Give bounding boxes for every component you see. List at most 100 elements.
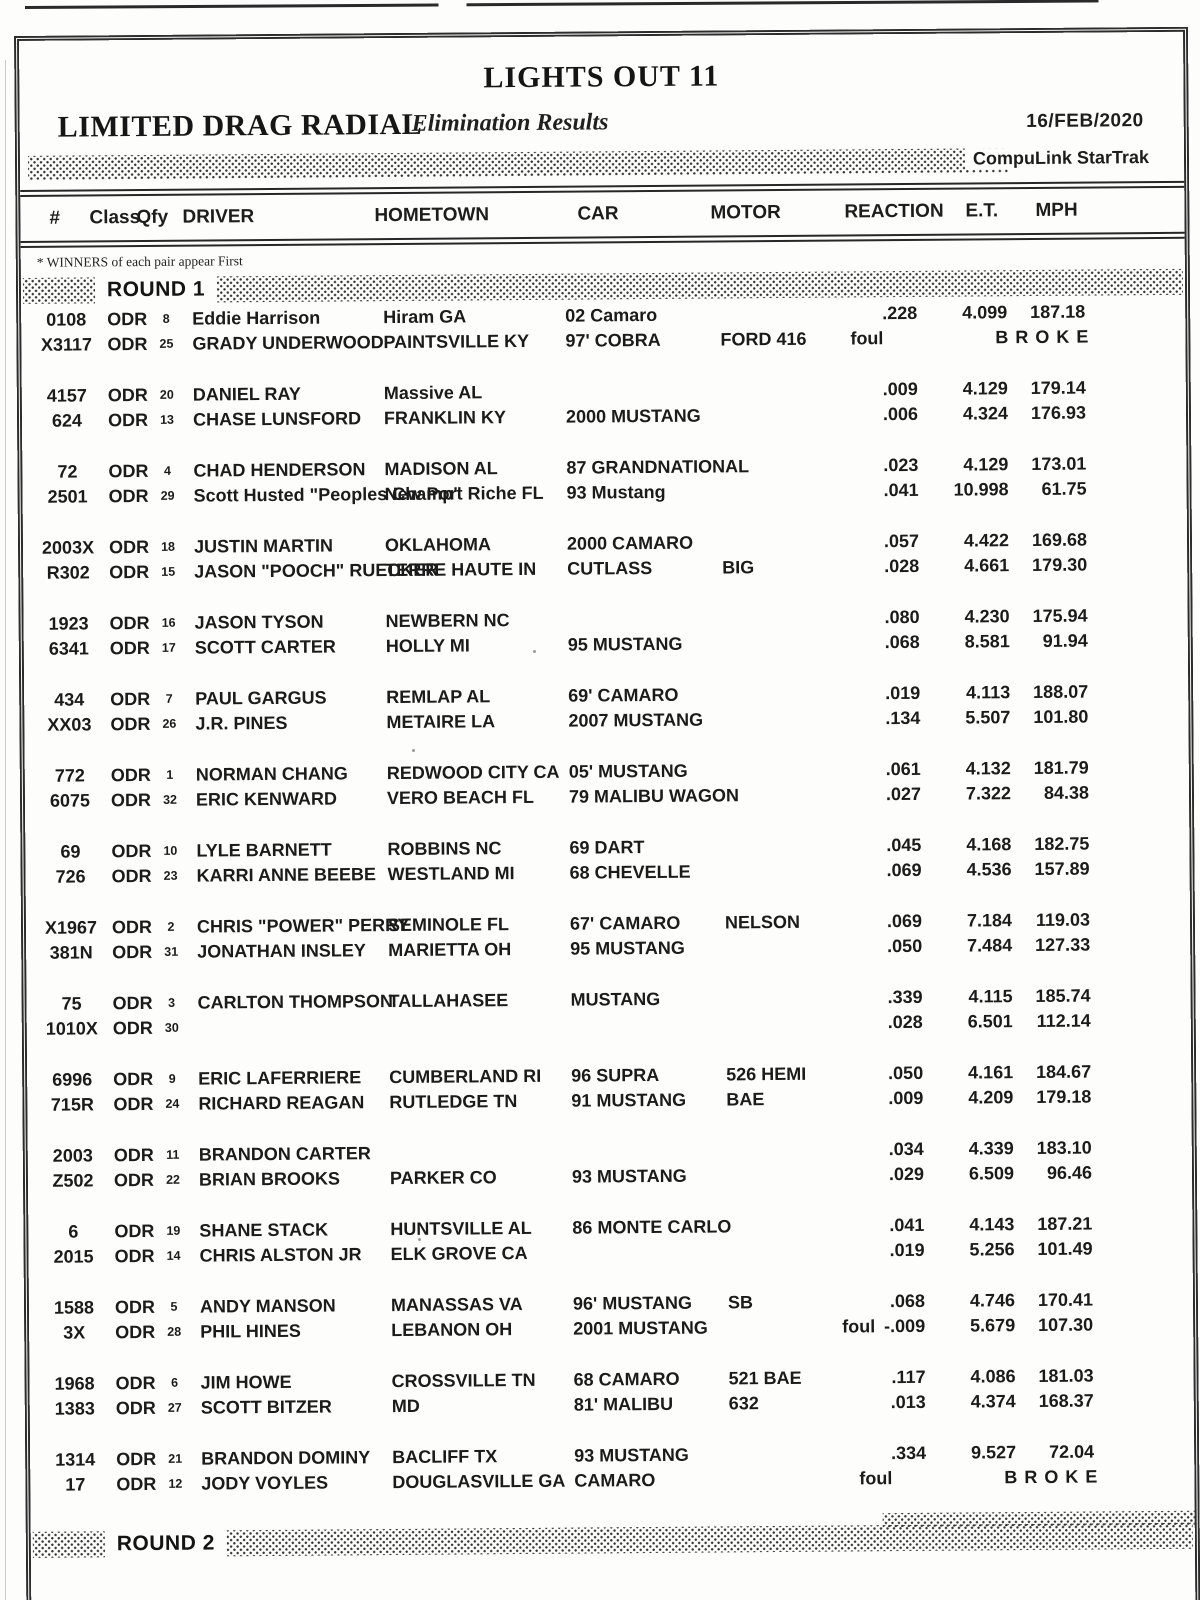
cell-num: 1588 — [53, 1297, 95, 1318]
cell-car: 93 MUSTANG — [571, 1165, 687, 1187]
cell-motor: BIG — [722, 557, 755, 578]
pair-block: 1588 ODR 5 ANDY MANSON MANASSAS VA 96' MUSTAN… — [39, 1287, 1193, 1346]
cell-mph: 84.38 — [1043, 782, 1090, 803]
cell-qfy: 29 — [160, 488, 175, 503]
cell-car: 96' MUSTANG — [572, 1292, 693, 1314]
cell-car: 93 MUSTANG — [574, 1444, 689, 1466]
cell-num: 2003X — [41, 537, 95, 558]
pair-block: 75 ODR 3 CARLTON THOMPSON TALLAHASEE MUSTANG.… — [37, 983, 1191, 1042]
results-rows: 0108 ODR 8 Eddie Harrison Hiram GA 02 Camaro.… — [21, 299, 1194, 1498]
col-header-num: # — [49, 207, 61, 229]
cell-qfy: 7 — [165, 691, 173, 706]
col-header-car: CAR — [577, 203, 619, 225]
cell-hometown: REDWOOD CITY CA — [386, 761, 560, 784]
cell-car: 81' MALIBU — [573, 1393, 674, 1415]
cell-mph: 183.10 — [1036, 1137, 1092, 1159]
cell-mph: 157.89 — [1034, 858, 1090, 880]
cell-cls: ODR — [111, 865, 152, 887]
cell-driver: JIM HOWE — [200, 1371, 292, 1393]
table-header: # Class Qfy DRIVER HOMETOWN CAR MOTOR RE… — [20, 180, 1185, 248]
cell-cls: ODR — [113, 1068, 154, 1090]
cell-hometown: MARIETTA OH — [388, 939, 512, 961]
cell-qfy: 6 — [171, 1375, 179, 1390]
cell-mph: 119.03 — [1035, 909, 1091, 931]
cell-num: 434 — [54, 689, 85, 710]
cell-et: 9.527 — [971, 1442, 1017, 1463]
halftone-band — [27, 148, 1009, 180]
cell-qfy: 26 — [162, 716, 177, 731]
pair-block: 1314 ODR 21 BRANDON DOMINY BACLIFF TX 93 MUST… — [40, 1439, 1194, 1498]
cell-et: 4.746 — [969, 1290, 1016, 1311]
scan-edge-line — [5, 60, 6, 1600]
cell-qfy: 19 — [166, 1223, 181, 1238]
cell-qfy: 5 — [170, 1299, 178, 1314]
cell-cls: ODR — [114, 1296, 156, 1318]
cell-hometown: MANASSAS VA — [390, 1294, 523, 1316]
cell-num: 1923 — [48, 613, 89, 634]
cell-num: Z502 — [52, 1170, 94, 1191]
cell-cls: ODR — [112, 1017, 153, 1039]
cell-car: 05' MUSTANG — [568, 760, 688, 782]
cell-hometown: SEMINOLE FL — [387, 914, 510, 936]
column-headers: # Class Qfy DRIVER HOMETOWN CAR MOTOR RE… — [20, 188, 1184, 241]
cell-et: 4.324 — [962, 403, 1009, 424]
cell-motor: SB — [727, 1292, 754, 1313]
cell-driver: SHANE STACK — [199, 1219, 329, 1241]
cell-reaction: .027 — [885, 783, 922, 805]
cell-driver: SCOTT BITZER — [200, 1396, 332, 1418]
cell-num: 1968 — [54, 1373, 95, 1394]
cell-cls: ODR — [113, 1169, 155, 1191]
cell-driver: PAUL GARGUS — [195, 687, 327, 709]
scan-artifact-line — [24, 0, 1143, 9]
cell-et: 4.230 — [964, 606, 1010, 627]
cell-reaction: .057 — [883, 530, 920, 552]
cell-cls: ODR — [110, 764, 151, 786]
cell-mph: 179.14 — [1030, 377, 1086, 399]
cell-hometown: ROBBINS NC — [387, 838, 502, 860]
cell-qfy: 8 — [162, 311, 170, 326]
cell-car: 87 GRANDNATIONAL — [566, 456, 750, 478]
round2-banner: ROUND 2 — [32, 1510, 1195, 1559]
cell-cls: ODR — [108, 485, 149, 507]
cell-et: 4.339 — [968, 1138, 1014, 1159]
cell-num: 1314 — [55, 1449, 96, 1470]
col-header-et: E.T. — [965, 200, 999, 222]
cell-num: 72 — [57, 461, 78, 482]
cell-motor: FORD 416 — [720, 328, 807, 350]
cell-cls: ODR — [110, 688, 151, 710]
series-title: LIMITED DRAG RADIAL — [57, 107, 423, 144]
cell-cls: ODR — [116, 1473, 157, 1495]
cell-hometown: MD — [391, 1395, 420, 1417]
cell-cls: ODR — [107, 308, 148, 330]
cell-hometown: LEBANON OH — [391, 1319, 513, 1341]
cell-car: 67' CAMARO — [569, 912, 681, 934]
cell-reaction: .050 — [888, 1062, 924, 1084]
round1-label: ROUND 1 — [94, 274, 218, 305]
cell-qfy: 2 — [167, 919, 175, 934]
cell-num: 6996 — [52, 1069, 93, 1090]
cell-num: 6 — [68, 1221, 79, 1242]
cell-mph: 185.74 — [1035, 985, 1091, 1007]
cell-cls: ODR — [109, 637, 150, 659]
cell-car: 96 SUPRA — [571, 1064, 660, 1086]
cell-cls: ODR — [108, 536, 150, 558]
cell-et: 4.129 — [963, 454, 1009, 475]
cell-cls: ODR — [111, 916, 153, 938]
cell-hometown: OKLAHOMA — [384, 534, 492, 556]
cell-motor: NELSON — [724, 911, 801, 933]
cell-et: 7.484 — [967, 935, 1013, 956]
col-header-driver: DRIVER — [182, 206, 255, 228]
cell-et: 4.086 — [970, 1366, 1016, 1387]
cell-hometown: VERO BEACH FL — [386, 786, 535, 809]
cell-qfy: 15 — [161, 564, 176, 579]
cell-qfy: 24 — [165, 1096, 180, 1111]
cell-car: 95 MUSTANG — [567, 633, 683, 655]
cell-qfy: 28 — [167, 1324, 182, 1339]
cell-et: 4.161 — [968, 1062, 1014, 1083]
col-header-motor: MOTOR — [710, 201, 781, 224]
cell-qfy: 12 — [168, 1476, 183, 1491]
cell-mph: 179.30 — [1032, 554, 1088, 576]
cell-qfy: 31 — [164, 944, 179, 959]
cell-qfy: 13 — [160, 412, 175, 427]
cell-driver: CHRIS ALSTON JR — [199, 1244, 362, 1266]
